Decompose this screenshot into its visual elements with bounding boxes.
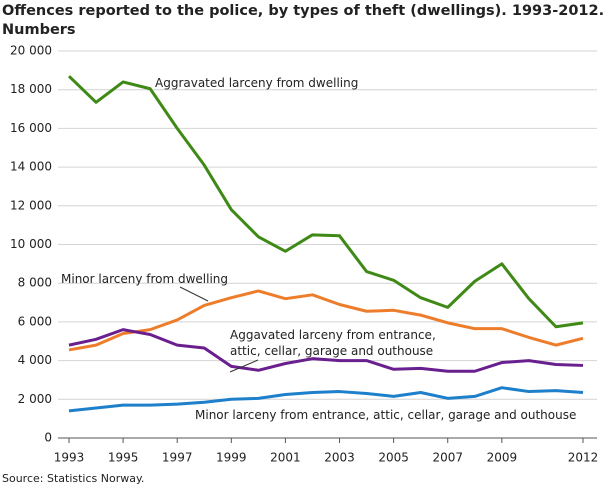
- x-tick-label: 1993: [54, 451, 85, 465]
- chart-subtitle: Numbers: [2, 22, 76, 38]
- x-tick-label: 1997: [162, 451, 193, 465]
- y-tick-label: 4 000: [18, 353, 52, 367]
- y-tick-label: 20 000: [10, 44, 52, 58]
- series-label: Aggavated larceny from entrance, attic, …: [230, 328, 436, 358]
- x-tick-label: 2005: [378, 451, 409, 465]
- y-tick-label: 16 000: [10, 121, 52, 135]
- y-tick-label: 8 000: [18, 276, 52, 290]
- series-line: [67, 75, 584, 329]
- x-tick-label: 1999: [216, 451, 247, 465]
- x-tick-label: 2009: [487, 451, 518, 465]
- series-label-box: Aggravated larceny from dwelling: [155, 76, 359, 90]
- series-label-box: Aggavated larceny from entrance, attic, …: [230, 328, 436, 358]
- x-tick-label: 2001: [270, 451, 301, 465]
- series-line: [68, 289, 584, 352]
- y-tick-label: 2 000: [18, 392, 52, 406]
- y-tick-label: 14 000: [10, 160, 52, 174]
- x-tick-label: 1995: [108, 451, 139, 465]
- series-label: Aggravated larceny from dwelling: [155, 76, 359, 90]
- series-label: Minor larceny from dwelling: [61, 272, 229, 286]
- series-line: [68, 386, 584, 413]
- series-label-box: Minor larceny from entrance, attic, cell…: [195, 408, 577, 422]
- series-line: [68, 328, 584, 373]
- leader-line: [229, 359, 259, 373]
- leader-line: [179, 286, 209, 302]
- y-tick-label: 0: [44, 431, 52, 445]
- y-tick-label: 10 000: [10, 237, 52, 251]
- y-tick-label: 18 000: [10, 82, 52, 96]
- chart-title: Offences reported to the police, by type…: [2, 3, 604, 19]
- series-label: Minor larceny from entrance, attic, cell…: [195, 408, 577, 422]
- x-tick-label: 2003: [324, 451, 355, 465]
- series-label-box: Minor larceny from dwelling: [61, 272, 229, 286]
- x-tick-label: 2012: [568, 451, 599, 465]
- y-tick-label: 6 000: [18, 314, 52, 328]
- source: Source: Statistics Norway.: [2, 472, 144, 485]
- x-tick-label: 2007: [432, 451, 463, 465]
- y-tick-label: 12 000: [10, 198, 52, 212]
